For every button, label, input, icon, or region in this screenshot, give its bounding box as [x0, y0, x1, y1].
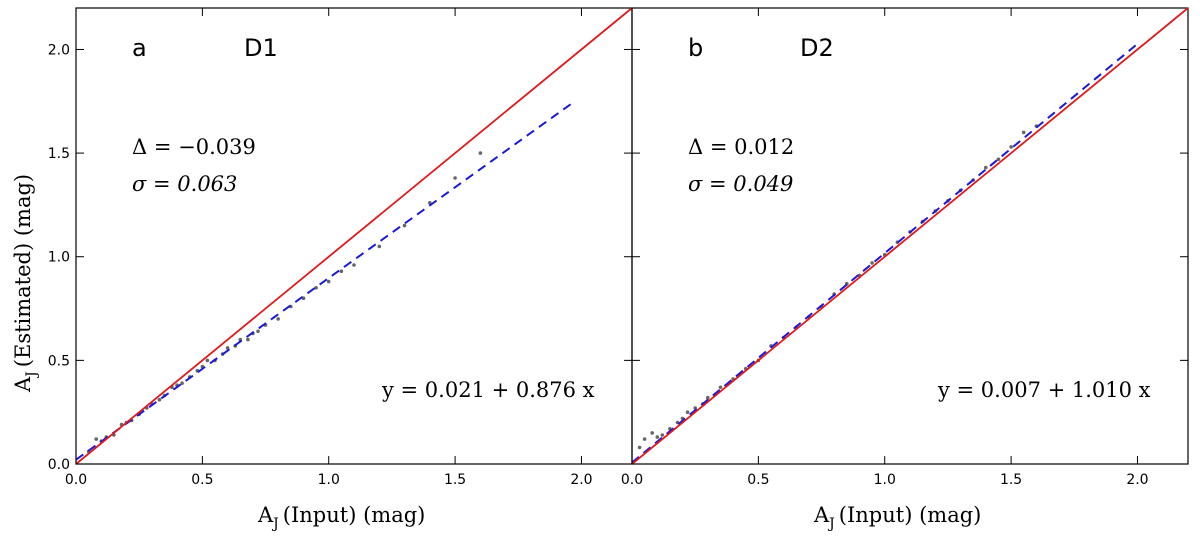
panel-a-fit-line [75, 101, 575, 461]
panel-b-point [706, 395, 710, 400]
panel-a-x-tick-label: 2.0 [570, 472, 592, 488]
panel-a-point [326, 279, 331, 284]
panel-b-point [996, 157, 1001, 162]
panel-a-y-tick-label: 2.0 [48, 42, 70, 58]
panel-a-scatter-points [86, 151, 483, 454]
panel-a-point [453, 176, 457, 180]
panel-a-point [94, 437, 98, 441]
panel-a-x-axis-label-sub: J [271, 516, 279, 532]
panel-a-y-axis-label: AJ (Estimated) (mag) [11, 174, 40, 393]
panel-b-y-ticks [632, 48, 1188, 465]
panel-b-frame [631, 7, 1189, 465]
panel-b-x-tick-label: 0.5 [747, 472, 769, 488]
panel-a-point [339, 269, 344, 274]
panel-a-point [314, 286, 318, 290]
panel-b: 0.0 0.5 1.0 1.5 2.0 b D2 Δ = 0.012 σ = 0.049… [621, 7, 1189, 532]
panel-b-point [870, 261, 874, 265]
panel-a-x-tick-label: 1.0 [318, 472, 340, 488]
panel-b-point [650, 431, 654, 435]
panel-b-point [642, 437, 647, 441]
panel-b-x-axis-label-sub: J [827, 516, 835, 532]
panel-a-x-tick-label: 1.5 [444, 472, 466, 488]
panel-a-x-tick-label: 0.0 [65, 472, 87, 488]
panel-a-point [478, 151, 483, 155]
panel-b-point [660, 433, 665, 437]
panel-a-point [205, 358, 210, 363]
panel-a-x-ticks: 0.0 0.5 1.0 1.5 2.0 [65, 8, 593, 488]
panel-b-fit-line [631, 43, 1139, 464]
panel-b-x-axis-label-main: A [813, 503, 830, 527]
panel-a: 0.0 0.5 1.0 1.5 2.0 0.0 0.5 1.0 1.5 2.0 a D1 Δ =… [11, 7, 633, 532]
panel-a-y-tick-label: 0.5 [48, 353, 70, 369]
panel-b-x-tick-label: 2.0 [1126, 472, 1148, 488]
panel-b-label: b [688, 34, 703, 62]
panel-a-x-axis-label-rest: (Input) (mag) [283, 503, 426, 527]
panel-b-point [637, 445, 642, 450]
panel-a-point [352, 263, 356, 267]
panel-a-delta: Δ = −0.039 [132, 135, 256, 159]
panel-b-point [1009, 145, 1013, 149]
panel-a-point [225, 346, 230, 350]
panel-b-point [718, 385, 723, 390]
panel-a-fit-equation: y = 0.021 + 0.876 x [381, 378, 595, 402]
panel-a-x-tick-label: 0.5 [191, 472, 213, 488]
panel-b-x-tick-label: 1.5 [1000, 472, 1022, 488]
panel-b-fit-equation: y = 0.007 + 1.010 x [937, 378, 1151, 402]
panel-b-sigma: σ = 0.049 [688, 172, 793, 196]
panel-a-y-tick-label: 1.5 [48, 146, 70, 162]
panel-a-point [402, 223, 407, 228]
panel-a-dataset: D1 [244, 34, 278, 62]
panel-b-delta: Δ = 0.012 [688, 135, 794, 159]
panel-b-point [685, 410, 690, 415]
panel-b-x-tick-label: 0.0 [621, 472, 643, 488]
panel-a-x-axis-label-main: A [257, 503, 274, 527]
panel-a-point [180, 381, 184, 386]
panel-a-point [246, 337, 250, 342]
panel-a-point [256, 329, 260, 334]
panel-a-y-axis-label-sub: J [24, 371, 40, 379]
panel-a-point [157, 397, 162, 402]
panel-a-y-tick-label: 0.0 [48, 457, 70, 473]
panel-b-x-ticks: 0.0 0.5 1.0 1.5 2.0 [621, 8, 1149, 488]
panel-b-x-axis-label: AJ (Input) (mag) [813, 503, 981, 532]
panel-b-dataset: D2 [800, 34, 834, 62]
panel-a-point [276, 317, 281, 321]
panel-b-x-axis-label-rest: (Input) (mag) [839, 503, 982, 527]
panel-b-identity-line [631, 7, 1189, 465]
panel-b-point [655, 435, 660, 439]
panel-b-x-tick-label: 1.0 [874, 472, 896, 488]
panel-a-y-tick-label: 1.0 [48, 250, 70, 266]
panel-a-y-axis-label-main: A [11, 376, 35, 393]
panel-a-point [377, 244, 382, 249]
panel-b-point [984, 165, 988, 170]
panel-b-point [1021, 130, 1026, 135]
panel-a-y-axis-label-rest: (Estimated) (mag) [11, 174, 35, 367]
panel-a-x-axis-label: AJ (Input) (mag) [257, 503, 425, 532]
panel-a-label: a [132, 34, 147, 62]
panel-a-identity-line [75, 7, 633, 465]
panel-a-sigma: σ = 0.063 [132, 172, 237, 196]
panel-a-y-ticks: 0.0 0.5 1.0 1.5 2.0 [48, 42, 632, 473]
